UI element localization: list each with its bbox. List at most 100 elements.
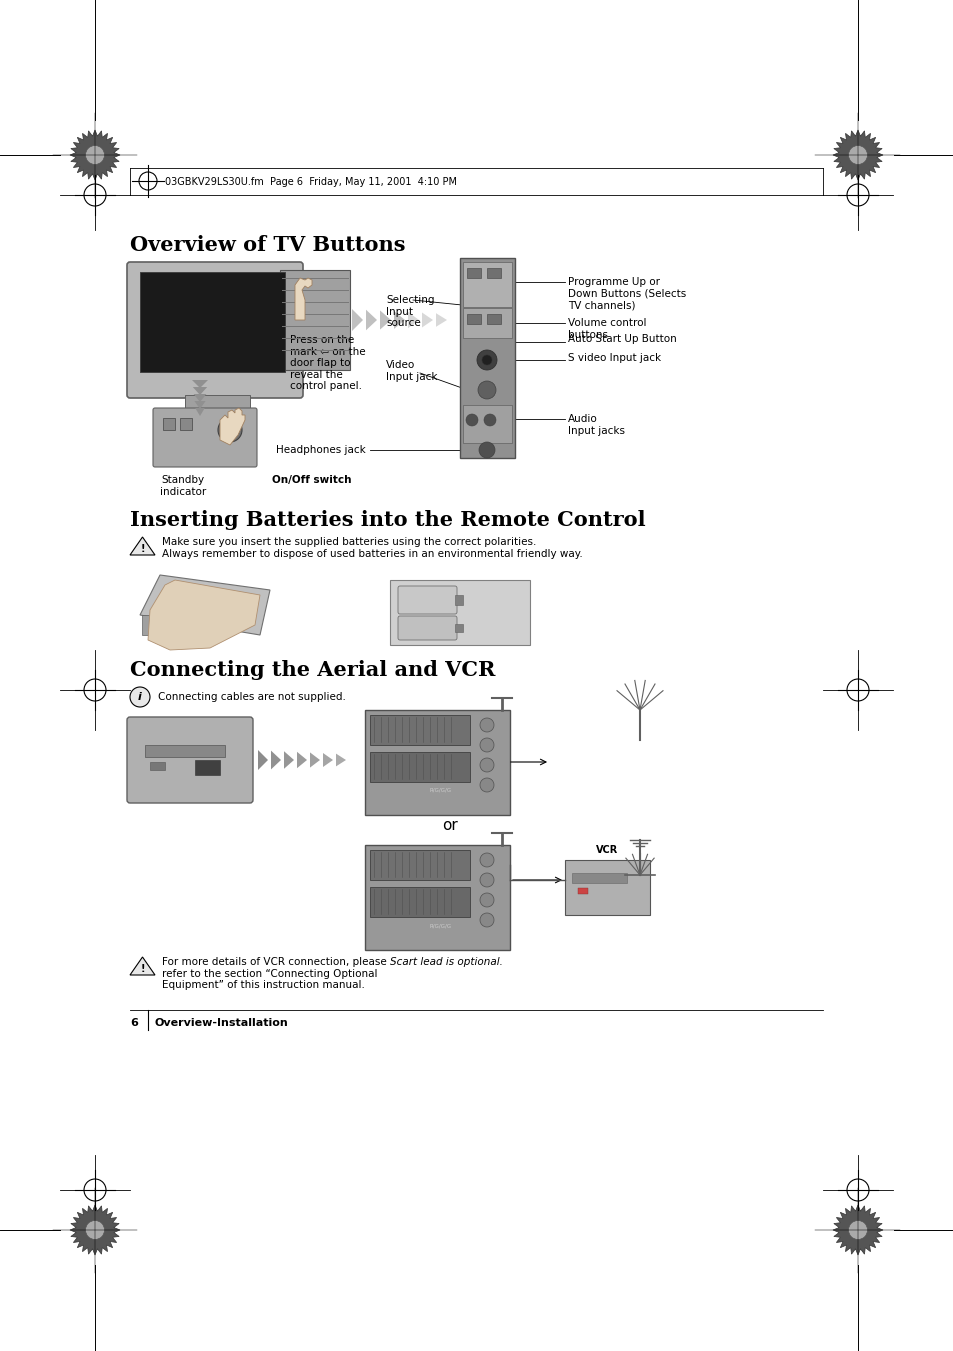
Text: For more details of VCR connection, please
refer to the section “Connecting Opti: For more details of VCR connection, plea… (162, 957, 386, 990)
Bar (365, 711, 510, 815)
Bar (365, 844, 510, 950)
Polygon shape (408, 312, 418, 328)
Circle shape (86, 146, 105, 165)
Polygon shape (70, 1205, 120, 1255)
Circle shape (479, 852, 494, 867)
Bar (467, 313, 480, 324)
Circle shape (479, 893, 494, 907)
Bar (370, 715, 470, 744)
Text: G-2/B: G-2/B (372, 717, 389, 723)
Text: G-1/G: G-1/G (372, 890, 390, 894)
Polygon shape (296, 751, 307, 769)
Text: !: ! (140, 544, 145, 554)
Text: Standby
indicator: Standby indicator (160, 476, 206, 497)
Circle shape (479, 873, 494, 888)
Bar (194, 761, 220, 775)
Bar (467, 267, 480, 278)
Circle shape (479, 758, 494, 771)
Polygon shape (224, 313, 233, 327)
Bar (140, 272, 285, 372)
Bar (180, 417, 192, 430)
Polygon shape (436, 313, 447, 327)
Circle shape (847, 146, 866, 165)
Polygon shape (379, 311, 391, 330)
Bar (462, 405, 512, 443)
Polygon shape (70, 130, 120, 180)
Bar (486, 313, 500, 324)
Bar (145, 744, 225, 757)
Polygon shape (352, 309, 363, 331)
Text: R/G/G/G: R/G/G/G (430, 788, 452, 793)
Text: 6: 6 (130, 1019, 138, 1028)
Text: L/G-1: L/G-1 (415, 717, 431, 723)
Polygon shape (294, 278, 312, 320)
Polygon shape (257, 750, 268, 770)
Bar (462, 262, 512, 307)
Polygon shape (235, 312, 246, 327)
Polygon shape (335, 754, 346, 766)
Text: 03GBKV29LS30U.fm  Page 6  Friday, May 11, 2001  4:10 PM: 03GBKV29LS30U.fm Page 6 Friday, May 11, … (165, 177, 456, 186)
Polygon shape (284, 751, 294, 769)
Text: Overview-Installation: Overview-Installation (154, 1019, 289, 1028)
Text: Connecting the Aerial and VCR: Connecting the Aerial and VCR (130, 661, 495, 680)
Polygon shape (200, 313, 210, 326)
Bar (390, 580, 530, 644)
Polygon shape (130, 536, 154, 555)
Polygon shape (271, 751, 281, 770)
Text: !: ! (140, 965, 145, 974)
Circle shape (130, 688, 150, 707)
FancyBboxPatch shape (152, 408, 256, 467)
Text: Video
Input jack: Video Input jack (386, 359, 437, 381)
Polygon shape (323, 753, 333, 767)
Bar (455, 624, 462, 632)
FancyBboxPatch shape (127, 262, 303, 399)
Text: i: i (138, 692, 142, 703)
Text: Press on the
mark ⇦ on the
door flap to
reveal the
control panel.: Press on the mark ⇦ on the door flap to … (290, 335, 365, 392)
Polygon shape (192, 380, 208, 388)
Text: On/Off switch: On/Off switch (272, 476, 351, 485)
Bar (370, 850, 470, 880)
Bar (572, 873, 626, 884)
Text: Audio
Input jacks: Audio Input jacks (567, 413, 624, 435)
Circle shape (478, 442, 495, 458)
Circle shape (479, 913, 494, 927)
Bar (578, 888, 587, 894)
Polygon shape (193, 386, 207, 394)
Bar (462, 308, 512, 338)
Polygon shape (394, 311, 405, 328)
Bar (142, 615, 167, 635)
Bar (370, 753, 470, 782)
Circle shape (479, 778, 494, 792)
Polygon shape (130, 957, 154, 975)
FancyBboxPatch shape (397, 586, 456, 613)
Bar (185, 394, 250, 409)
Bar (455, 594, 462, 605)
Text: Headphones jack: Headphones jack (276, 444, 366, 455)
Circle shape (479, 738, 494, 753)
Text: Inserting Batteries into the Remote Control: Inserting Batteries into the Remote Cont… (130, 509, 645, 530)
Polygon shape (140, 576, 270, 635)
Polygon shape (220, 408, 245, 444)
Circle shape (476, 350, 497, 370)
Polygon shape (195, 408, 205, 416)
Bar (163, 417, 174, 430)
Circle shape (465, 413, 477, 426)
Polygon shape (212, 313, 222, 327)
Text: Programme Up or
Down Buttons (Selects
TV channels): Programme Up or Down Buttons (Selects TV… (567, 277, 685, 311)
Circle shape (847, 1220, 866, 1239)
Text: Overview of TV Buttons: Overview of TV Buttons (130, 235, 405, 255)
Circle shape (481, 355, 492, 365)
Circle shape (86, 1220, 105, 1239)
Bar (459, 258, 515, 458)
Text: Connecting cables are not supplied.: Connecting cables are not supplied. (158, 692, 346, 703)
Polygon shape (194, 401, 206, 409)
Polygon shape (421, 312, 433, 327)
Text: S video Input jack: S video Input jack (567, 353, 660, 363)
Circle shape (479, 717, 494, 732)
Bar (150, 762, 165, 770)
Polygon shape (148, 580, 260, 650)
Bar (564, 861, 649, 915)
Circle shape (477, 381, 496, 399)
FancyBboxPatch shape (127, 717, 253, 802)
Polygon shape (832, 130, 882, 180)
